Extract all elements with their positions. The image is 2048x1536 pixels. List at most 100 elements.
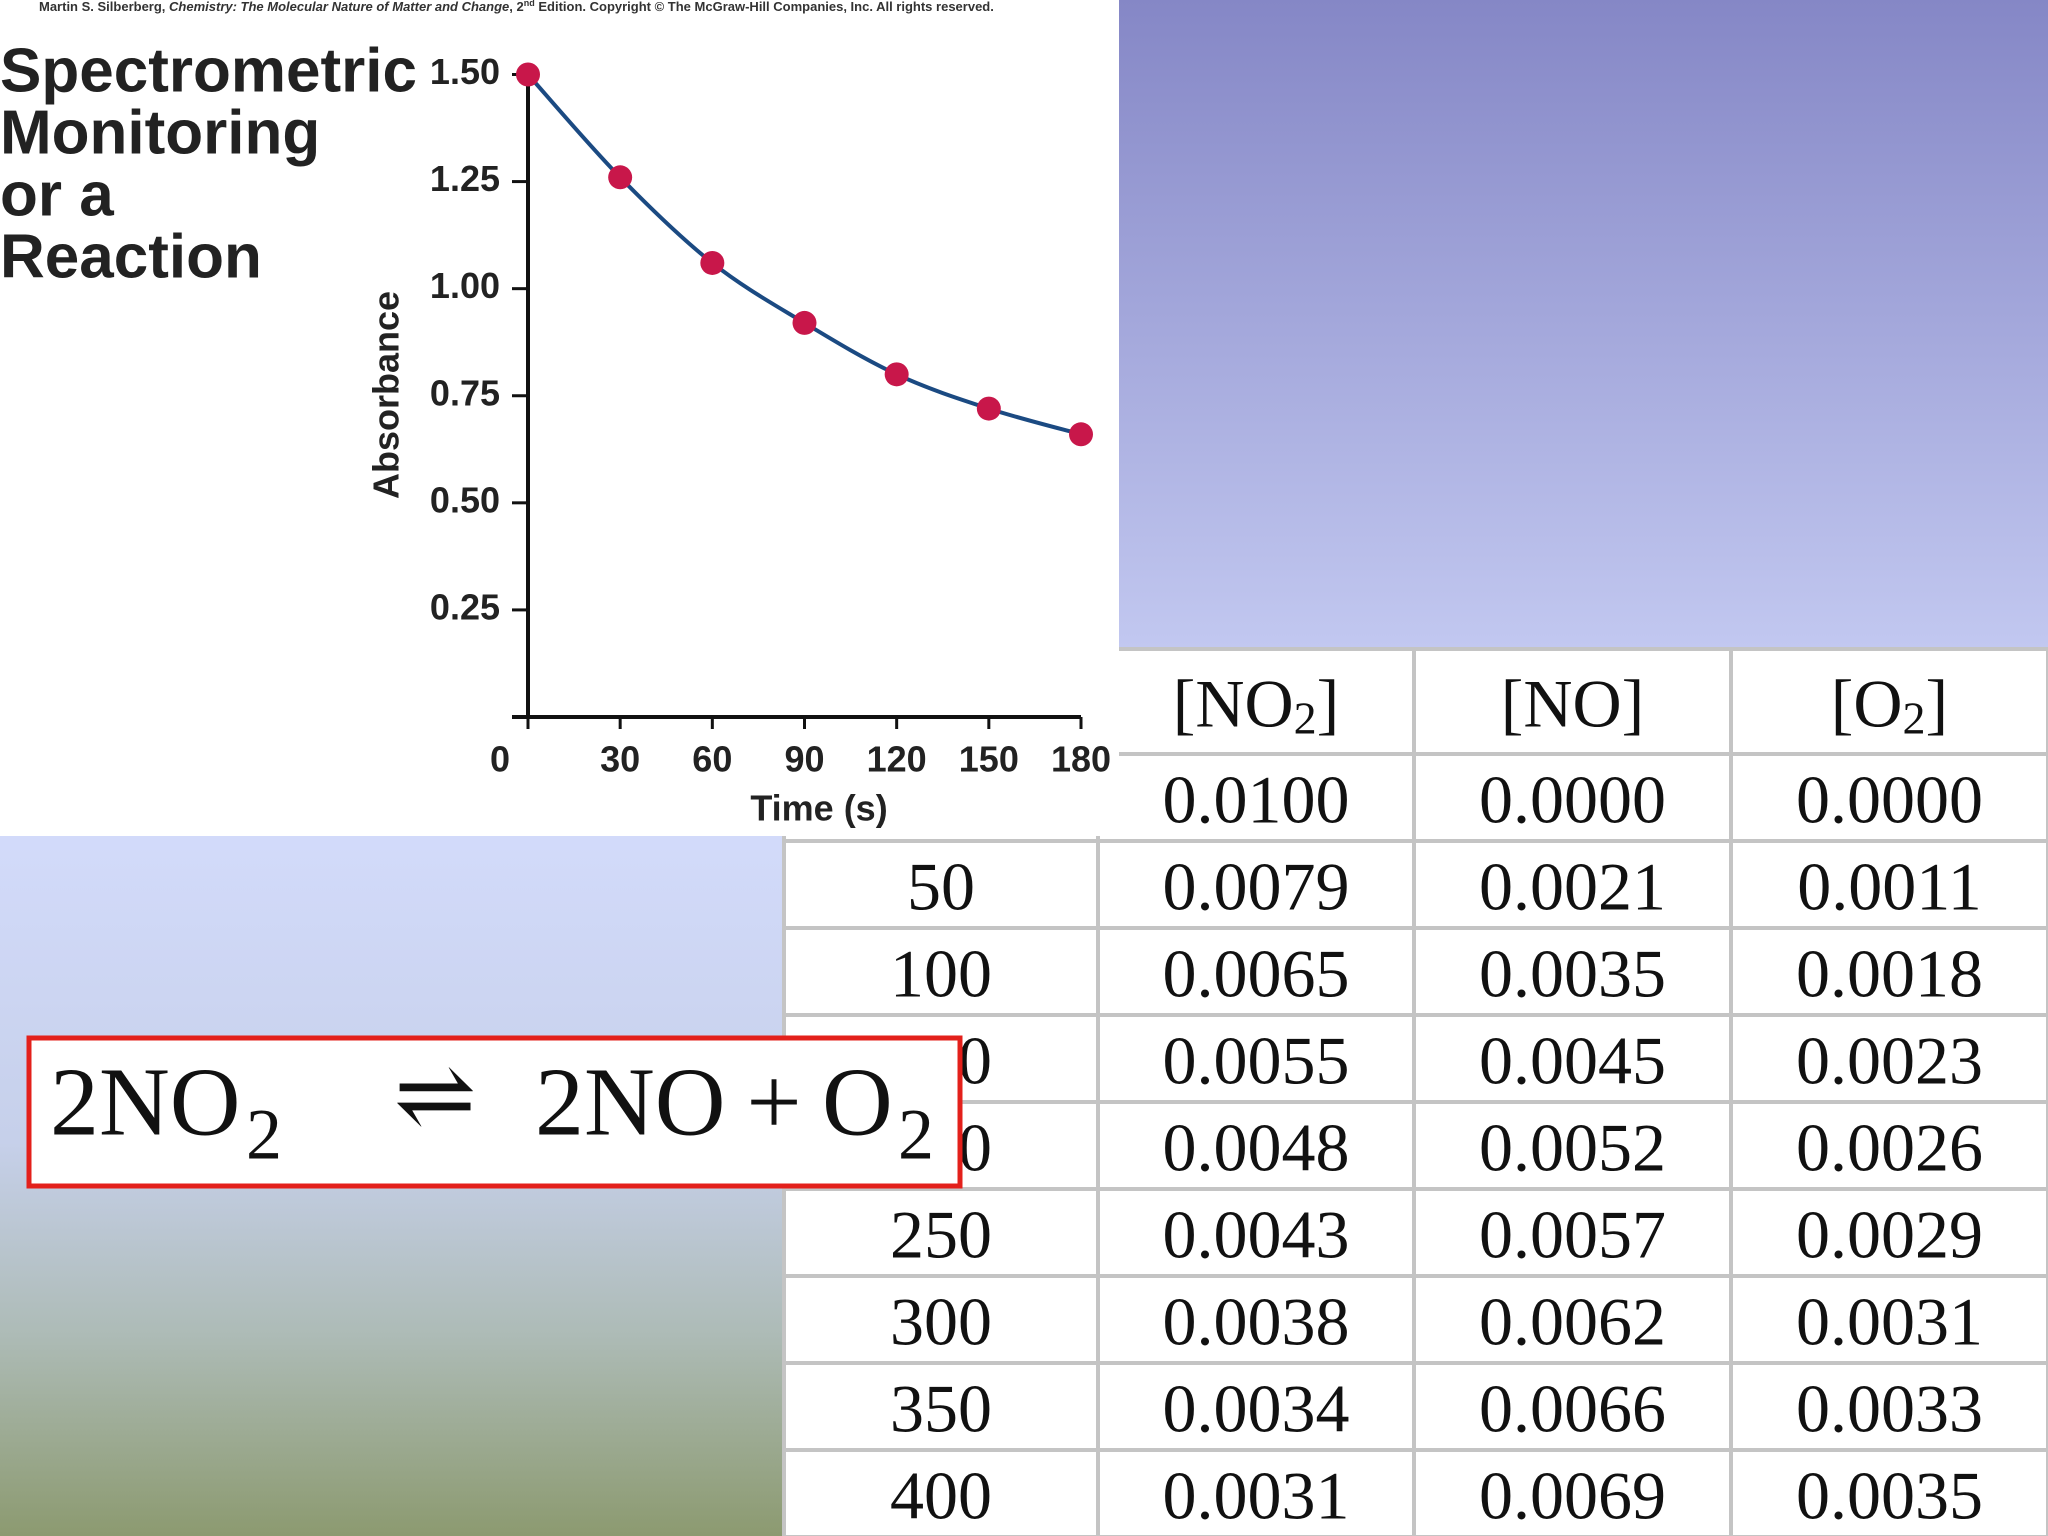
table-cell: [1729, 1187, 2048, 1278]
x-tick-label: 0: [490, 739, 510, 780]
y-tick-label: 0.75: [430, 372, 500, 413]
data-point: [976, 396, 1001, 421]
y-tick-label: 1.00: [430, 265, 500, 306]
cell-text-part: [NO]: [1501, 666, 1645, 742]
equation-product1: 2NO: [535, 1048, 726, 1156]
credit-text: Edition. Copyright © The McGraw-Hill Com…: [535, 0, 994, 14]
credit-text: Chemistry: The Molecular Nature of Matte…: [169, 0, 509, 14]
cell-text: 0.0035: [1479, 936, 1666, 1012]
cell-text: 0.0079: [1163, 849, 1350, 925]
credit-text: , 2: [509, 0, 523, 14]
cell-text-part: ]: [1317, 666, 1340, 742]
cell-text: 0.0029: [1796, 1197, 1983, 1273]
y-tick-label: 1.25: [430, 158, 500, 199]
cell-text: 0.0023: [1796, 1023, 1983, 1099]
cell-text: 0.0033: [1796, 1371, 1983, 1447]
x-tick-label: 60: [692, 739, 732, 780]
chart-title: Spectrometric: [0, 36, 417, 105]
data-point: [1069, 422, 1093, 447]
data-point: [608, 165, 633, 190]
cell-text: 0.0062: [1479, 1284, 1666, 1360]
chart: Martin S. Silberberg, Chemistry: The Mol…: [0, 0, 1119, 836]
cell-text: 300: [890, 1284, 992, 1360]
table-cell: [1096, 1013, 1416, 1104]
cell-text: 50: [907, 849, 975, 925]
table-cell: [1096, 752, 1416, 843]
cell-text: 400: [890, 1458, 992, 1534]
cell-text: 0.0043: [1163, 1197, 1350, 1273]
y-axis-label: Absorbance: [366, 291, 407, 499]
x-tick-label: 30: [600, 739, 640, 780]
x-tick-label: 120: [867, 739, 927, 780]
cell-text: 0.0018: [1796, 936, 1983, 1012]
table-cell: [1096, 1448, 1416, 1536]
x-axis-label: Time (s): [750, 788, 887, 829]
cell-text: 0.0011: [1797, 849, 1981, 925]
equation-reactant: 2NO: [50, 1048, 241, 1156]
table-cell: [1729, 1274, 2048, 1365]
x-tick-label: 90: [784, 739, 824, 780]
cell-text: 0.0038: [1163, 1284, 1350, 1360]
equation-product2: O: [822, 1048, 893, 1156]
x-tick-label: 150: [959, 739, 1019, 780]
data-point: [884, 362, 909, 387]
cell-text: 0.0065: [1163, 936, 1350, 1012]
data-point: [700, 250, 725, 275]
credit-text: Martin S. Silberberg,: [39, 0, 169, 14]
cell-text: [NO]: [1501, 666, 1645, 742]
cell-text: [O2]: [1831, 666, 1948, 744]
cell-text: 0.0031: [1163, 1458, 1350, 1534]
cell-text: 0.0035: [1796, 1458, 1983, 1534]
cell-text-part: ]: [1926, 666, 1949, 742]
table-cell: [1412, 1448, 1733, 1536]
cell-text: 0.0045: [1479, 1023, 1666, 1099]
cell-text: 0.0066: [1479, 1371, 1666, 1447]
cell-text: 0.0069: [1479, 1458, 1666, 1534]
table-cell: [1729, 647, 2048, 756]
cell-text: 0.0100: [1163, 762, 1350, 838]
cell-text-part: [NO: [1173, 666, 1294, 742]
cell-text: 100: [890, 936, 992, 1012]
chart-title: Monitoring: [0, 98, 320, 167]
table-cell: [1412, 1100, 1733, 1191]
cell-text: 0.0052: [1479, 1110, 1666, 1186]
table-cell: [782, 1448, 1100, 1536]
credit-text: nd: [524, 0, 535, 8]
cell-text: 0.0057: [1479, 1197, 1666, 1273]
subscript: 2: [1294, 692, 1317, 743]
cell-text-part: [O: [1831, 666, 1903, 742]
chart-panel: [0, 0, 1119, 836]
y-tick-label: 1.50: [430, 51, 500, 92]
cell-text: 250: [890, 1197, 992, 1273]
chart-title: or a: [0, 160, 114, 229]
subscript: 2: [1903, 692, 1926, 743]
table-cell: [1412, 752, 1733, 843]
cell-text: 0.0034: [1163, 1371, 1350, 1447]
top-right-panel: [1100, 0, 2048, 660]
credit-line: Martin S. Silberberg, Chemistry: The Mol…: [39, 0, 994, 14]
equation-product2-sub: 2: [898, 1095, 934, 1175]
cell-text: 0.0000: [1796, 762, 1983, 838]
data-point: [516, 62, 540, 87]
cell-text: 350: [890, 1371, 992, 1447]
y-tick-label: 0.50: [430, 479, 500, 520]
y-tick-label: 0.25: [430, 586, 500, 627]
chart-title: Reaction: [0, 222, 262, 291]
cell-text: 0.0021: [1479, 849, 1666, 925]
equation-reactant-sub: 2: [246, 1095, 282, 1175]
cell-text: 0.0048: [1163, 1110, 1350, 1186]
table-cell: [1096, 1187, 1416, 1278]
cell-text: 0.0055: [1163, 1023, 1350, 1099]
cell-text: [NO2]: [1173, 666, 1340, 744]
x-tick-label: 180: [1051, 739, 1111, 780]
equation-arrow: ⇌: [394, 1042, 476, 1150]
data-point: [792, 310, 817, 335]
equation: 2NO 2 ⇌ 2NO + O 2: [26, 1035, 963, 1189]
table-cell: [1096, 1361, 1416, 1452]
table-cell: [1096, 839, 1416, 930]
cell-text: 0.0031: [1796, 1284, 1983, 1360]
table-cell: [1412, 1361, 1733, 1452]
table-cell: [1729, 1448, 2048, 1536]
